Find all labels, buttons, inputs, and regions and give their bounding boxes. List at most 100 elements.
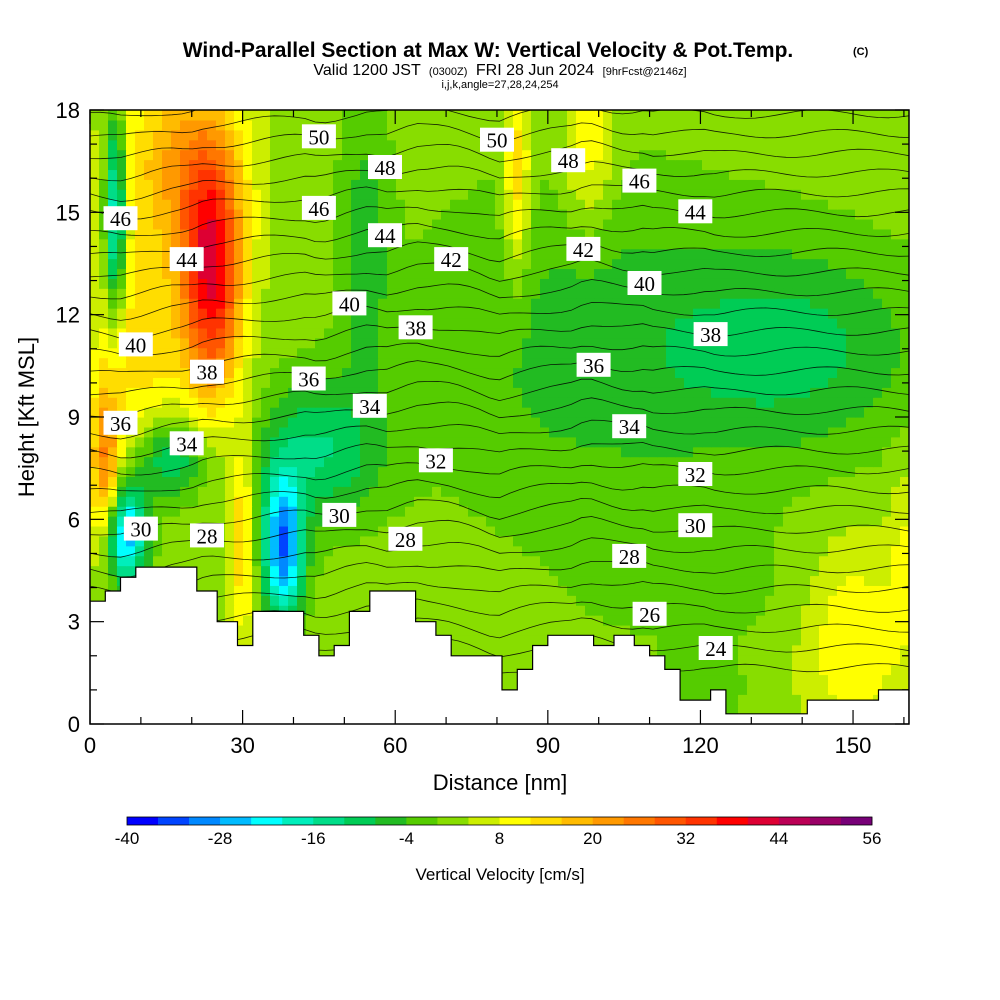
field-cell xyxy=(576,436,586,448)
field-cell xyxy=(693,298,703,309)
field-cell xyxy=(810,634,820,646)
field-cell xyxy=(504,595,514,606)
field-cell xyxy=(396,268,406,279)
field-cell xyxy=(180,357,190,369)
field-cell xyxy=(828,218,838,230)
field-cell xyxy=(810,189,820,200)
field-cell xyxy=(378,545,388,557)
field-cell xyxy=(837,278,847,289)
field-cell xyxy=(540,258,550,270)
field-cell xyxy=(729,605,739,616)
field-cell xyxy=(846,327,856,339)
field-cell xyxy=(468,209,478,220)
field-cell xyxy=(396,189,406,200)
field-cell xyxy=(558,397,568,408)
field-cell xyxy=(567,288,577,299)
field-cell xyxy=(810,496,820,507)
field-cell xyxy=(468,317,478,329)
field-cell xyxy=(567,496,577,507)
field-cell xyxy=(576,585,586,596)
field-cell xyxy=(243,525,253,537)
field-cell xyxy=(810,466,820,478)
field-cell xyxy=(180,506,190,517)
field-cell xyxy=(846,407,856,418)
field-cell xyxy=(684,367,694,378)
field-cell xyxy=(486,298,496,309)
field-cell xyxy=(783,634,793,646)
field-cell xyxy=(522,545,532,557)
field-cell xyxy=(675,595,685,606)
field-cell xyxy=(576,595,586,606)
field-cell xyxy=(747,664,757,676)
field-cell xyxy=(747,506,757,517)
field-cell xyxy=(171,456,181,468)
field-cell xyxy=(117,525,127,537)
field-cell xyxy=(279,238,289,250)
field-cell xyxy=(324,268,334,279)
field-cell xyxy=(333,525,343,537)
field-cell xyxy=(540,397,550,408)
field-cell xyxy=(900,189,909,200)
field-cell xyxy=(423,545,433,557)
field-cell xyxy=(675,317,685,329)
field-cell xyxy=(774,258,784,270)
field-cell xyxy=(504,189,514,200)
field-cell xyxy=(396,298,406,309)
field-cell xyxy=(639,228,649,240)
field-cell xyxy=(468,189,478,200)
field-cell xyxy=(99,397,109,408)
field-cell xyxy=(423,308,433,319)
field-cell xyxy=(729,654,739,666)
field-cell xyxy=(522,327,532,339)
field-cell xyxy=(558,436,568,448)
field-cell xyxy=(594,516,604,527)
field-cell xyxy=(648,238,658,250)
field-cell xyxy=(495,308,505,319)
field-cell xyxy=(522,644,532,656)
field-cell xyxy=(684,506,694,517)
field-cell xyxy=(891,446,901,458)
field-cell xyxy=(297,525,307,537)
field-cell xyxy=(405,387,415,398)
field-cell xyxy=(261,516,271,527)
field-cell xyxy=(387,466,397,478)
field-cell xyxy=(864,516,874,527)
field-cell xyxy=(468,268,478,279)
field-cell xyxy=(252,268,262,279)
field-cell xyxy=(855,525,865,537)
field-cell xyxy=(792,525,802,537)
field-cell xyxy=(108,179,118,190)
field-cell xyxy=(819,506,829,517)
field-cell xyxy=(603,476,613,487)
field-cell xyxy=(576,407,586,418)
field-cell xyxy=(288,426,298,438)
field-cell xyxy=(252,337,262,349)
field-cell xyxy=(900,199,909,210)
field-cell xyxy=(144,456,154,468)
field-cell xyxy=(810,228,820,240)
field-cell xyxy=(108,189,118,200)
field-cell xyxy=(801,218,811,230)
field-cell xyxy=(108,496,118,507)
field-cell xyxy=(621,436,631,448)
field-cell xyxy=(864,535,874,547)
field-cell xyxy=(738,476,748,487)
field-cell xyxy=(693,535,703,547)
field-cell xyxy=(207,545,217,557)
field-cell xyxy=(774,377,784,388)
field-cell xyxy=(558,248,568,260)
field-cell xyxy=(774,278,784,289)
field-cell xyxy=(630,377,640,388)
field-cell xyxy=(828,585,838,596)
field-cell xyxy=(333,426,343,438)
field-cell xyxy=(837,654,847,666)
field-cell xyxy=(252,446,262,458)
field-cell xyxy=(153,535,163,547)
field-cell xyxy=(558,347,568,359)
field-cell xyxy=(108,377,118,388)
field-cell xyxy=(729,209,739,220)
field-cell xyxy=(639,337,649,349)
field-cell xyxy=(846,624,856,636)
field-cell xyxy=(684,308,694,319)
field-cell xyxy=(801,535,811,547)
